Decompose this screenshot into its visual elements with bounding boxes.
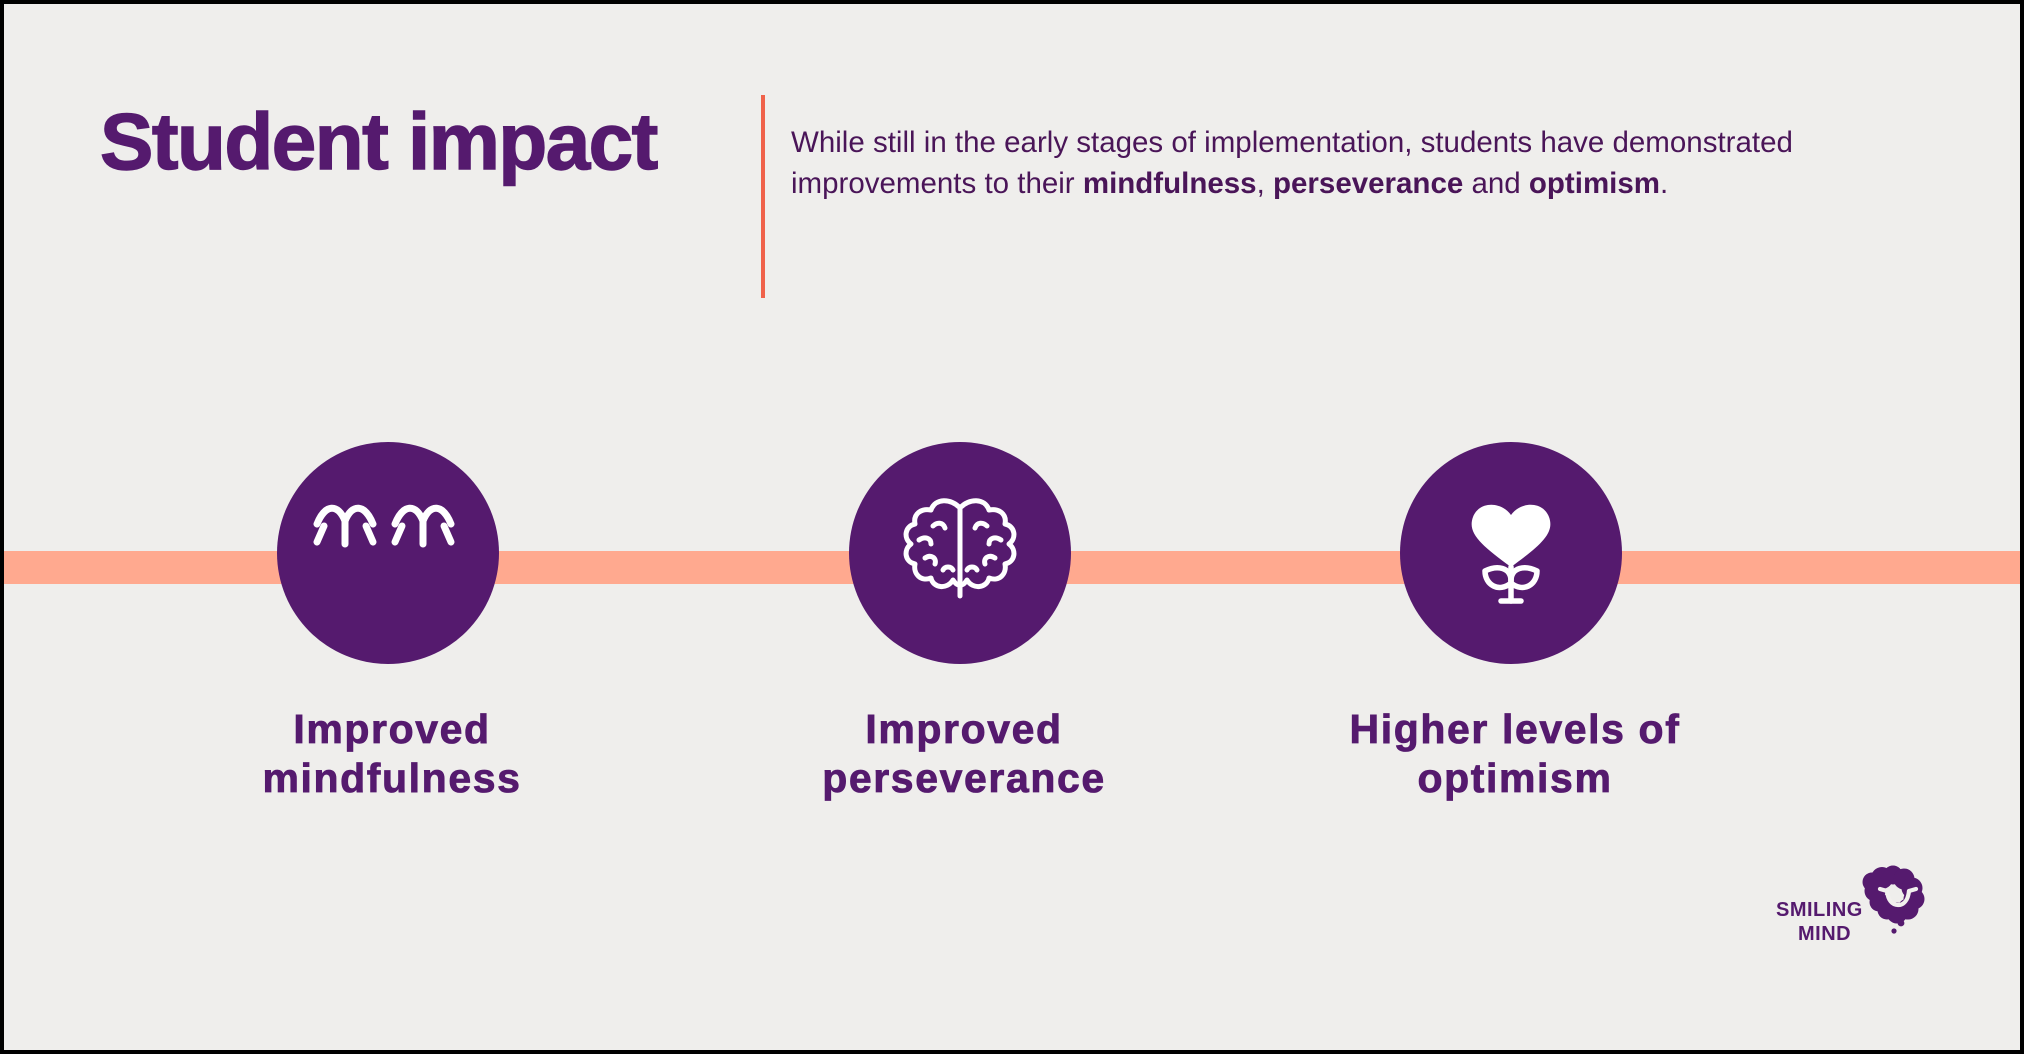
svg-text:MIND: MIND	[1798, 923, 1851, 945]
svg-text:SMILING: SMILING	[1776, 899, 1863, 921]
